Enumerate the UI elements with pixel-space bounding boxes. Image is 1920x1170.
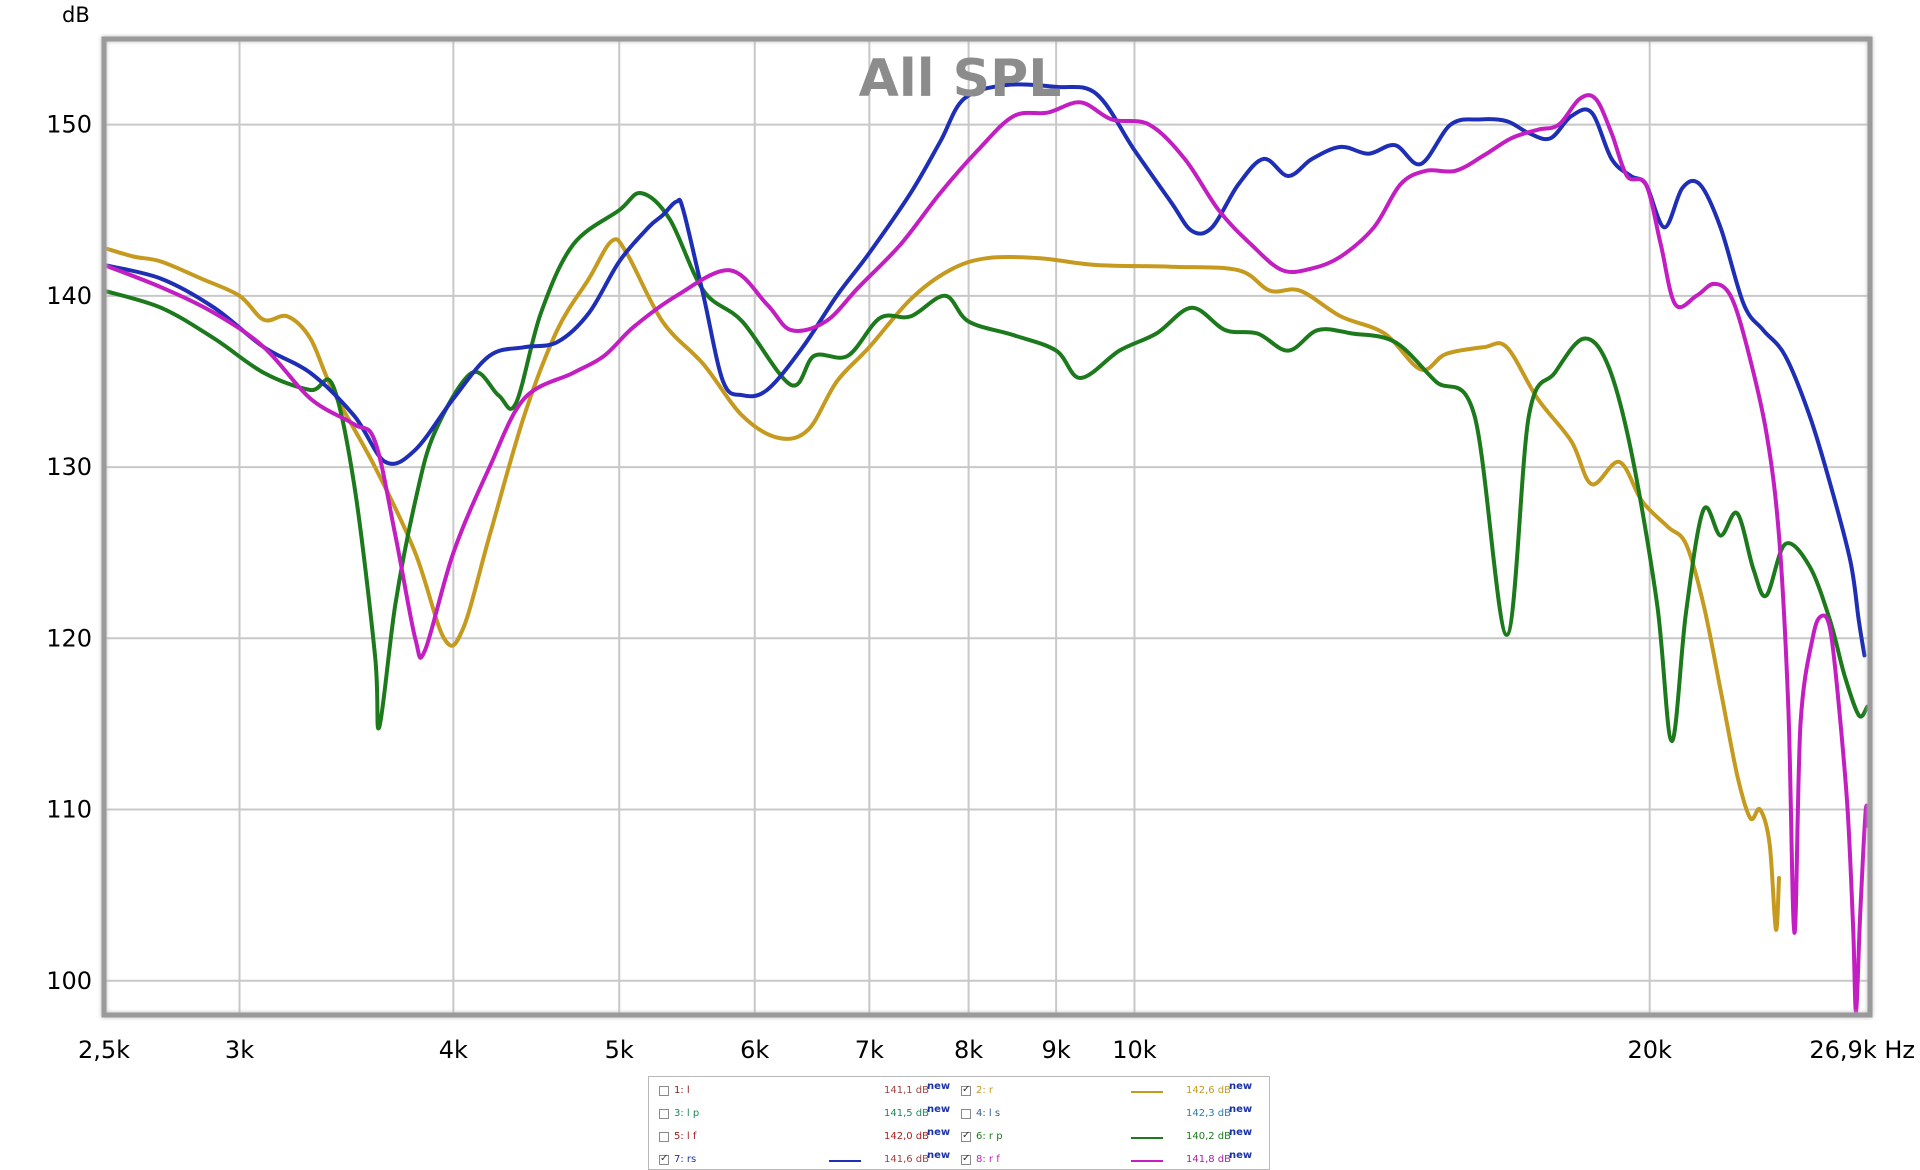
legend-entry: 5: l f 142,0 dB new — [659, 1127, 959, 1147]
curves — [102, 82, 1871, 1014]
legend-entry: 4: l s 142,3 dB new — [961, 1104, 1261, 1124]
legend-new-tag: new — [927, 1104, 951, 1115]
x-tick-label: 6k — [740, 1036, 769, 1064]
legend-checkbox[interactable] — [659, 1086, 669, 1096]
legend-new-tag: new — [1229, 1104, 1253, 1115]
legend-value: 141,1 dB — [884, 1085, 930, 1096]
y-tick-label: 120 — [46, 624, 92, 652]
legend-checkbox[interactable] — [659, 1132, 669, 1142]
legend-new-tag: new — [927, 1150, 951, 1161]
legend-checkbox[interactable] — [961, 1109, 971, 1119]
series-line-6-r-p — [102, 191, 1870, 744]
legend-entry: 1: l 141,1 dB new — [659, 1081, 959, 1101]
y-tick-label: 140 — [46, 282, 92, 310]
legend-new-tag: new — [927, 1127, 951, 1138]
x-tick-label: 20k — [1627, 1036, 1672, 1064]
legend-swatch — [1131, 1160, 1163, 1162]
legend-swatch — [829, 1160, 861, 1162]
legend-value: 141,6 dB — [884, 1154, 930, 1165]
plot-frame — [101, 36, 1873, 1018]
legend-new-tag: new — [1229, 1127, 1253, 1138]
legend-swatch — [1131, 1137, 1163, 1139]
legend-value: 142,0 dB — [884, 1131, 930, 1142]
legend-label: 7: rs — [674, 1154, 697, 1165]
x-tick-label: 9k — [1042, 1036, 1071, 1064]
legend-checkbox[interactable] — [659, 1153, 669, 1165]
legend-checkbox[interactable] — [961, 1084, 971, 1096]
legend-value: 142,6 dB — [1186, 1085, 1232, 1096]
legend-label: 5: l f — [674, 1131, 697, 1142]
legend-entry: 3: l p 141,5 dB new — [659, 1104, 959, 1124]
x-tick-label: 4k — [439, 1036, 468, 1064]
series-line-8-r-f — [102, 93, 1871, 1014]
series-line-7-rs — [102, 82, 1867, 658]
x-tick-label: 2,5k — [78, 1036, 130, 1064]
y-tick-label: 150 — [46, 111, 92, 139]
legend-new-tag: new — [1229, 1081, 1253, 1092]
legend-label: 6: r p — [976, 1131, 1003, 1142]
x-tick-label: 10k — [1112, 1036, 1157, 1064]
legend-value: 141,8 dB — [1186, 1154, 1232, 1165]
legend-label: 4: l s — [976, 1108, 1001, 1119]
legend-swatch — [1131, 1091, 1163, 1093]
x-tick-label: 3k — [225, 1036, 254, 1064]
legend-label: 2: r — [976, 1085, 994, 1096]
chart-title: All SPL — [859, 49, 1062, 109]
y-axis-label: dB — [62, 3, 90, 27]
legend-new-tag: new — [1229, 1150, 1253, 1161]
legend-new-tag: new — [927, 1081, 951, 1092]
legend-checkbox[interactable] — [659, 1109, 669, 1119]
legend-label: 8: r f — [976, 1154, 1000, 1165]
legend-label: 1: l — [674, 1085, 690, 1096]
x-tick-label: 26,9k Hz — [1809, 1036, 1915, 1064]
grid — [104, 39, 1870, 1015]
legend-checkbox[interactable] — [961, 1153, 971, 1165]
legend-value: 141,5 dB — [884, 1108, 930, 1119]
legend-checkbox[interactable] — [961, 1130, 971, 1142]
x-tick-label: 7k — [855, 1036, 884, 1064]
legend-label: 3: l p — [674, 1108, 700, 1119]
y-tick-label: 110 — [46, 796, 92, 824]
plot-background — [104, 39, 1870, 1015]
x-tick-label: 8k — [954, 1036, 983, 1064]
tick-labels: 2,5k 3k 4k 5k 6k 7k 8k 9k 10k 20k 26,9k Hz 100 110 12… — [46, 111, 1915, 1064]
legend-value: 140,2 dB — [1186, 1131, 1232, 1142]
x-tick-label: 5k — [605, 1036, 634, 1064]
y-tick-label: 100 — [46, 967, 92, 995]
legend-value: 142,3 dB — [1186, 1108, 1232, 1119]
y-tick-label: 130 — [46, 453, 92, 481]
